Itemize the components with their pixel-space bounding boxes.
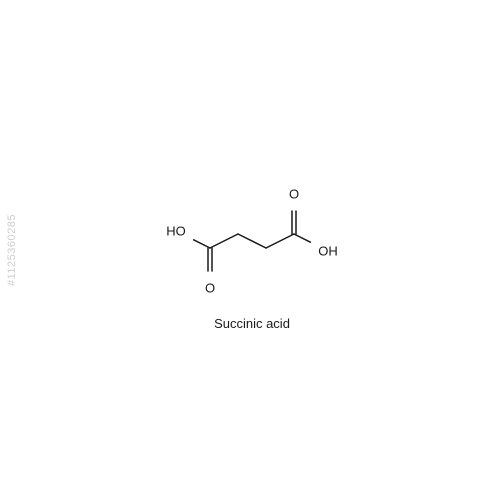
- molecule-caption: Succinic acid: [214, 316, 290, 331]
- molecule-diagram: [0, 0, 500, 500]
- bond-layer: [194, 211, 311, 271]
- atom-label: HO: [166, 224, 186, 239]
- atom-label: O: [205, 281, 215, 296]
- atom-label: O: [289, 187, 299, 202]
- atom-label: OH: [318, 244, 338, 259]
